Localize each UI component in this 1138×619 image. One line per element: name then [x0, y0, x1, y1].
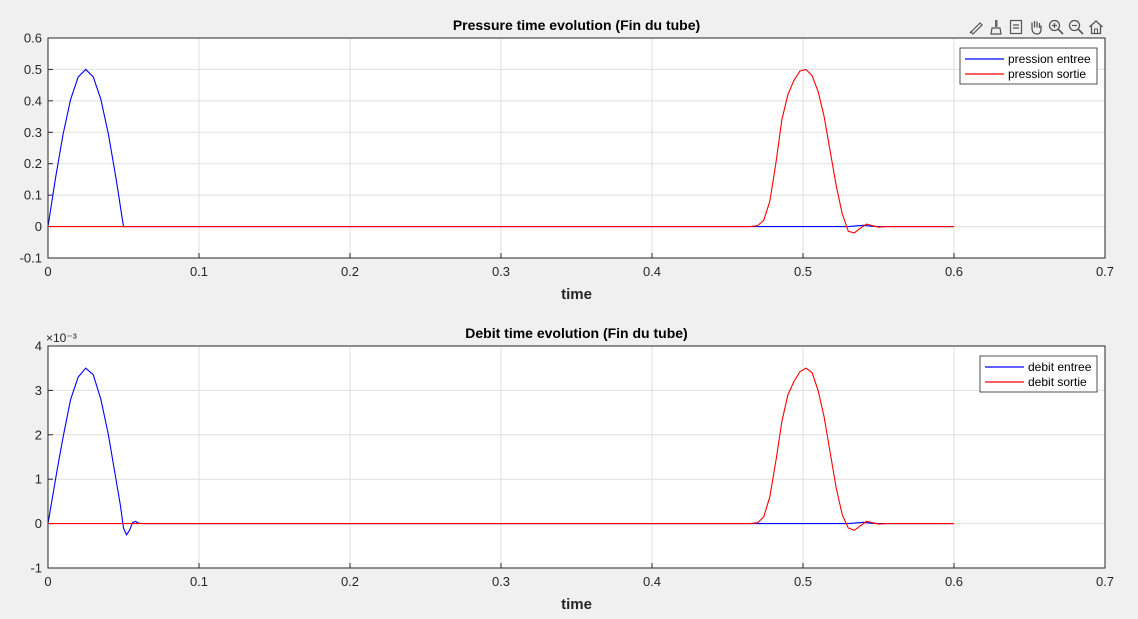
- x-tick-label: 0.3: [492, 574, 510, 589]
- x-tick-label: 0.3: [492, 264, 510, 279]
- y-tick-label: 0.2: [24, 156, 42, 171]
- plot-area: [48, 38, 1105, 258]
- chart-title: Pressure time evolution (Fin du tube): [453, 17, 700, 33]
- y-exponent-label: ×10⁻³: [46, 331, 77, 345]
- x-tick-label: 0: [44, 574, 51, 589]
- series-line-2: [48, 68, 954, 234]
- brush-icon[interactable]: [986, 18, 1005, 37]
- y-tick-label: -1: [30, 561, 42, 576]
- y-tick-label: -0.1: [20, 251, 42, 266]
- x-axis-label: time: [561, 596, 592, 613]
- x-tick-label: 0.4: [643, 574, 661, 589]
- home-icon[interactable]: [1086, 18, 1105, 37]
- y-tick-label: 0.5: [24, 62, 42, 77]
- x-axis-label: time: [561, 286, 592, 303]
- restore-view-icon[interactable]: [1006, 18, 1025, 37]
- x-tick-label: 0.5: [794, 264, 812, 279]
- plot-area: [48, 346, 1105, 568]
- legend-label: debit sortie: [1028, 375, 1087, 389]
- chart-1: 0 0.1 0.2 0.3 0.4 0.5 0.6 0.7-0.100.10.20.30.40…: [20, 17, 1114, 303]
- x-tick-label: 0.4: [643, 264, 661, 279]
- legend-label: pression sortie: [1008, 67, 1086, 81]
- x-tick-label: 0.2: [341, 574, 359, 589]
- y-tick-label: 4: [35, 339, 42, 354]
- y-tick-label: 0.6: [24, 31, 42, 46]
- y-tick-label: 0: [35, 219, 42, 234]
- x-tick-label: 0.7: [1096, 574, 1114, 589]
- zoom-out-icon[interactable]: [1066, 18, 1085, 37]
- pan-hand-icon[interactable]: [1026, 18, 1045, 37]
- x-tick-label: 0: [44, 264, 51, 279]
- series-line-2: [48, 367, 954, 531]
- y-tick-label: 2: [35, 427, 42, 442]
- series-line-1: [48, 367, 954, 536]
- chart-title: Debit time evolution (Fin du tube): [465, 325, 687, 341]
- x-tick-label: 0.6: [945, 574, 963, 589]
- data-tips-icon[interactable]: [966, 18, 985, 37]
- y-tick-label: 1: [35, 472, 42, 487]
- x-tick-label: 0.6: [945, 264, 963, 279]
- legend-label: debit entree: [1028, 360, 1092, 374]
- y-tick-label: 0.3: [24, 125, 42, 140]
- y-tick-label: 0: [35, 516, 42, 531]
- legend-box: [959, 47, 1098, 85]
- figure-toolbar: [966, 17, 1105, 37]
- x-tick-label: 0.5: [794, 574, 812, 589]
- x-tick-label: 0.1: [190, 264, 208, 279]
- zoom-in-icon[interactable]: [1046, 18, 1065, 37]
- axes-frame: [47, 345, 1106, 569]
- x-tick-label: 0.2: [341, 264, 359, 279]
- x-tick-label: 0.7: [1096, 264, 1114, 279]
- axes-frame: [47, 37, 1106, 259]
- legend-box: [979, 355, 1098, 393]
- y-tick-label: 0.1: [24, 188, 42, 203]
- y-tick-label: 3: [35, 383, 42, 398]
- legend-label: pression entree: [1008, 52, 1091, 66]
- x-tick-label: 0.1: [190, 574, 208, 589]
- y-tick-label: 0.4: [24, 93, 42, 108]
